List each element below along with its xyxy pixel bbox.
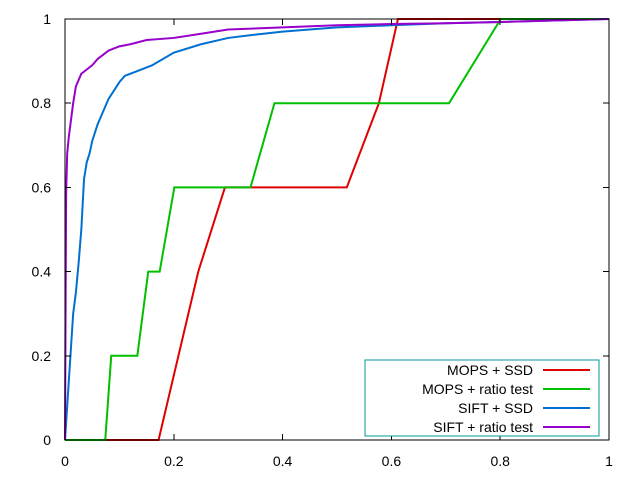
x-tick-label: 0.2	[164, 453, 184, 469]
y-tick-label: 0.6	[32, 179, 52, 195]
plot-border	[64, 18, 610, 441]
x-tick-label: 0.8	[490, 453, 510, 469]
x-tick-label: 1	[605, 453, 613, 469]
legend-label-3: SIFT + SSD	[458, 400, 533, 416]
series-line-3	[64, 18, 610, 441]
y-tick-label: 0.4	[32, 264, 52, 280]
legend-label-1: MOPS + SSD	[447, 362, 533, 378]
series-line-4	[64, 18, 610, 441]
legend-label-2: MOPS + ratio test	[422, 381, 533, 397]
y-tick-label: 0.8	[32, 95, 52, 111]
y-tick-label: 0.2	[32, 348, 52, 364]
series-line-2	[65, 18, 609, 441]
x-tick-label: 0	[61, 453, 69, 469]
y-tick-label: 1	[43, 11, 51, 27]
legend: MOPS + SSD MOPS + ratio test SIFT + SSD SIF…	[364, 359, 600, 437]
legend-box	[364, 359, 600, 437]
legend-label-4: SIFT + ratio test	[433, 419, 533, 435]
x-tick-label: 0.4	[273, 453, 293, 469]
axis-ticks: 0 0.2 0.4 0.6 0.8 1 0 0.2 0.4 0.6 0.8 1	[32, 11, 614, 469]
y-tick-label: 0	[43, 432, 51, 448]
plot-frame	[64, 18, 610, 441]
x-tick-label: 0.6	[382, 453, 402, 469]
